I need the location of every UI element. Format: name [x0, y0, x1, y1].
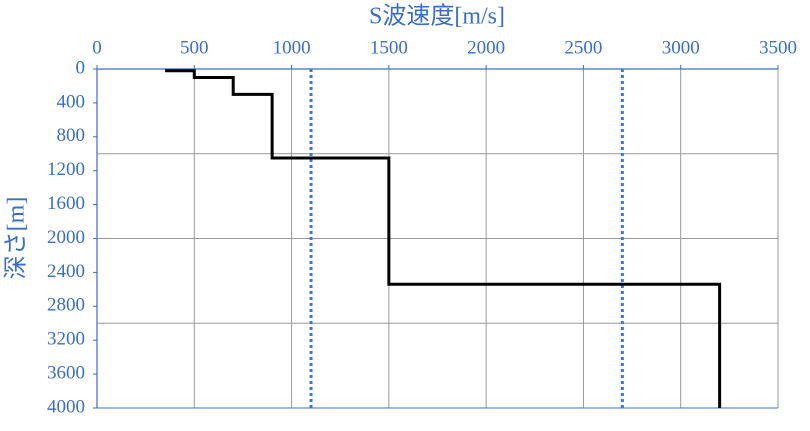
- y-tick-label: 2400: [47, 261, 85, 282]
- x-tick-label: 1500: [370, 37, 408, 58]
- y-tick-label: 800: [57, 125, 86, 146]
- x-tick-label: 0: [92, 37, 102, 58]
- x-axis-title: S波速度[m/s]: [369, 3, 505, 30]
- y-tick-label: 4000: [47, 396, 85, 417]
- x-tick-label: 2000: [467, 37, 505, 58]
- x-tick-label: 1000: [273, 37, 311, 58]
- y-tick-label: 400: [57, 91, 86, 112]
- y-tick-label: 2800: [47, 295, 85, 316]
- y-tick-label: 0: [76, 57, 86, 78]
- x-tick-label: 3000: [662, 37, 700, 58]
- y-tick-label: 3600: [47, 362, 85, 383]
- y-tick-label: 1200: [47, 159, 85, 180]
- data-line: [165, 69, 722, 408]
- x-tick-label: 2500: [564, 37, 602, 58]
- y-tick-label: 3200: [47, 329, 85, 350]
- y-tick-label: 2000: [47, 227, 85, 248]
- y-axis-title: 深さ[m]: [3, 197, 30, 280]
- y-tick-label: 1600: [47, 193, 85, 214]
- x-tick-label: 500: [180, 37, 209, 58]
- x-tick-label: 3500: [759, 37, 797, 58]
